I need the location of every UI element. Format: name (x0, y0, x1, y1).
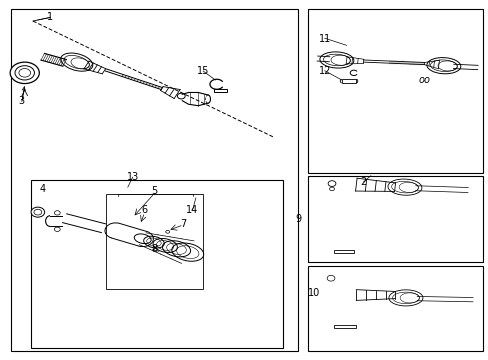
Bar (11, 9, 297, 351)
Circle shape (327, 181, 335, 186)
Text: 11: 11 (318, 34, 330, 44)
Bar (334, 249, 353, 253)
Bar (106, 194, 203, 289)
Circle shape (10, 62, 39, 84)
Text: 3: 3 (19, 96, 25, 107)
Circle shape (15, 66, 34, 80)
Text: 1: 1 (47, 13, 53, 22)
Text: 10: 10 (307, 288, 320, 297)
Text: 8: 8 (151, 244, 157, 253)
Circle shape (177, 93, 185, 99)
Bar (214, 89, 226, 92)
Circle shape (19, 68, 30, 77)
Text: 15: 15 (197, 66, 209, 76)
Circle shape (326, 275, 334, 281)
Bar (307, 9, 482, 173)
Text: 6: 6 (142, 205, 147, 215)
Text: 5: 5 (151, 186, 157, 197)
Bar (307, 176, 482, 262)
Text: 4: 4 (40, 184, 46, 194)
Text: oo: oo (418, 75, 429, 85)
Circle shape (165, 230, 169, 233)
Circle shape (31, 207, 44, 217)
Circle shape (54, 227, 60, 231)
Bar (334, 325, 356, 328)
Bar (341, 79, 356, 83)
Text: 7: 7 (180, 219, 186, 229)
Circle shape (54, 211, 60, 215)
Bar (307, 266, 482, 351)
Text: 2: 2 (360, 177, 366, 187)
Circle shape (329, 187, 334, 191)
Text: 12: 12 (318, 66, 330, 76)
Text: 13: 13 (126, 172, 139, 182)
Bar (30, 180, 283, 348)
Circle shape (34, 209, 41, 215)
Text: 14: 14 (186, 205, 198, 215)
Text: 9: 9 (294, 214, 301, 224)
